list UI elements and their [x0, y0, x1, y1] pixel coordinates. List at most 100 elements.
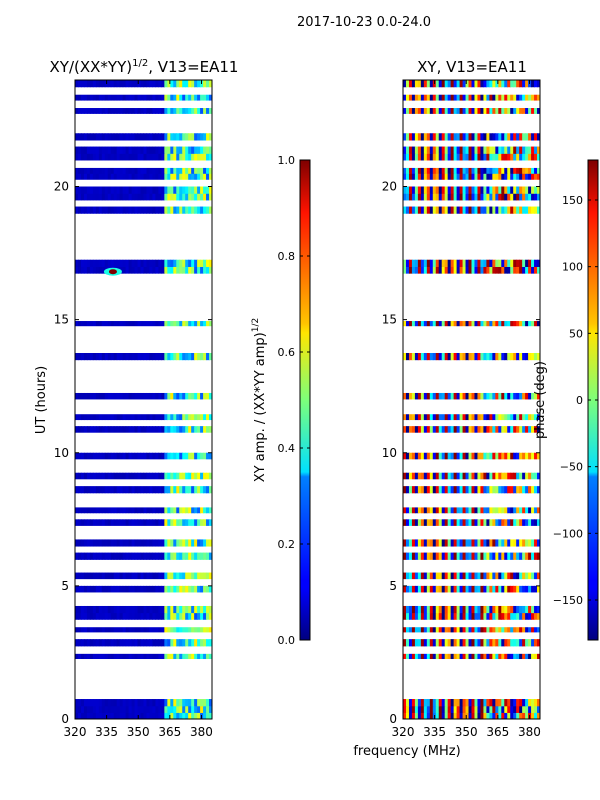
heatmap-cell	[528, 572, 532, 580]
heatmap-cell	[432, 652, 437, 660]
heatmap-cell	[176, 486, 180, 494]
heatmap-cell	[411, 519, 416, 527]
heatmap-cell	[75, 412, 79, 421]
heatmap-cell	[450, 392, 455, 401]
heatmap-cell	[164, 699, 168, 707]
heatmap-cell	[522, 266, 526, 274]
heatmap-cell	[495, 319, 499, 327]
heatmap-cell	[447, 639, 452, 647]
heatmap-cell	[116, 572, 121, 580]
heatmap-cell	[75, 712, 79, 719]
heatmap-cell	[504, 266, 508, 274]
heatmap-cell	[83, 552, 88, 560]
heatmap-cell	[456, 639, 461, 647]
missing-data-gap	[403, 306, 540, 310]
missing-data-gap	[75, 483, 212, 487]
heatmap-cell	[477, 539, 482, 547]
heatmap-cell	[209, 625, 212, 634]
heatmap-cell	[161, 352, 165, 361]
heatmap-cell	[501, 539, 505, 547]
heatmap-cell	[200, 519, 204, 527]
heatmap-cell	[474, 133, 479, 141]
heatmap-cell	[134, 206, 139, 214]
heatmap-cell	[510, 452, 514, 461]
heatmap-cell	[119, 166, 124, 174]
heatmap-cell	[173, 699, 177, 707]
heatmap-cell	[459, 352, 464, 361]
heatmap-cell	[161, 639, 165, 647]
missing-data-gap	[75, 363, 212, 367]
missing-data-gap	[403, 288, 540, 292]
heatmap-cell	[104, 193, 109, 201]
heatmap-cell	[441, 266, 446, 274]
heatmap-cell	[188, 539, 192, 547]
heatmap-cell	[465, 412, 470, 421]
colorbar-tick-label: 0.2	[278, 538, 296, 551]
heatmap-cell	[143, 352, 148, 361]
heatmap-cell	[122, 166, 127, 174]
heatmap-cell	[507, 153, 511, 161]
heatmap-cell	[143, 699, 148, 707]
heatmap-cell	[438, 153, 443, 161]
heatmap-cell	[429, 652, 434, 660]
heatmap-cell	[411, 186, 416, 194]
heatmap-cell	[426, 266, 431, 274]
heatmap-cell	[537, 612, 540, 620]
heatmap-cell	[137, 426, 142, 434]
heatmap-cell	[179, 552, 183, 560]
heatmap-cell	[414, 572, 419, 580]
heatmap-cell	[450, 173, 455, 181]
heatmap-cell	[429, 539, 434, 547]
heatmap-cell	[200, 452, 204, 461]
heatmap-cell	[75, 699, 79, 707]
heatmap-cell	[474, 712, 479, 719]
heatmap-cell	[113, 552, 118, 560]
heatmap-cell	[200, 472, 204, 480]
heatmap-cell	[513, 712, 517, 719]
heatmap-cell	[456, 605, 461, 614]
heatmap-cell	[459, 392, 464, 401]
heatmap-cell	[158, 605, 162, 614]
heatmap-cell	[155, 605, 159, 614]
heatmap-cell	[468, 652, 473, 660]
heatmap-cell	[504, 259, 508, 267]
heatmap-cell	[462, 699, 467, 707]
heatmap-cell	[146, 173, 151, 181]
heatmap-cell	[489, 572, 493, 580]
heatmap-cell	[146, 266, 151, 274]
heatmap-cell	[474, 352, 479, 361]
heatmap-cell	[522, 639, 526, 647]
heatmap-cell	[194, 452, 198, 461]
heatmap-cell	[450, 472, 455, 480]
heatmap-cell	[510, 605, 514, 614]
heatmap-cell	[426, 133, 431, 141]
heatmap-cell	[408, 259, 413, 267]
heatmap-cell	[417, 486, 422, 494]
missing-data-gap	[75, 547, 212, 550]
heatmap-cell	[465, 426, 470, 434]
heatmap-cell	[474, 452, 479, 461]
heatmap-cell	[465, 506, 470, 514]
missing-data-gap	[75, 383, 212, 387]
heatmap-cell	[432, 426, 437, 434]
heatmap-cell	[98, 153, 103, 161]
heatmap-cell	[131, 605, 136, 614]
heatmap-cell	[191, 699, 195, 707]
heatmap-cell	[128, 585, 133, 594]
heatmap-cell	[107, 166, 112, 174]
heatmap-cell	[489, 472, 493, 480]
heatmap-cell	[417, 206, 422, 214]
heatmap-cell	[513, 80, 517, 88]
heatmap-cell	[420, 705, 425, 713]
heatmap-cell	[501, 652, 505, 660]
heatmap-cell	[486, 412, 490, 421]
heatmap-cell	[420, 552, 425, 560]
heatmap-cell	[116, 173, 121, 181]
heatmap-cell	[537, 392, 540, 401]
heatmap-cell	[179, 173, 183, 181]
heatmap-cell	[405, 106, 410, 114]
heatmap-cell	[149, 652, 154, 660]
heatmap-cell	[86, 612, 91, 620]
heatmap-cell	[80, 93, 85, 101]
heatmap-cell	[170, 173, 174, 181]
